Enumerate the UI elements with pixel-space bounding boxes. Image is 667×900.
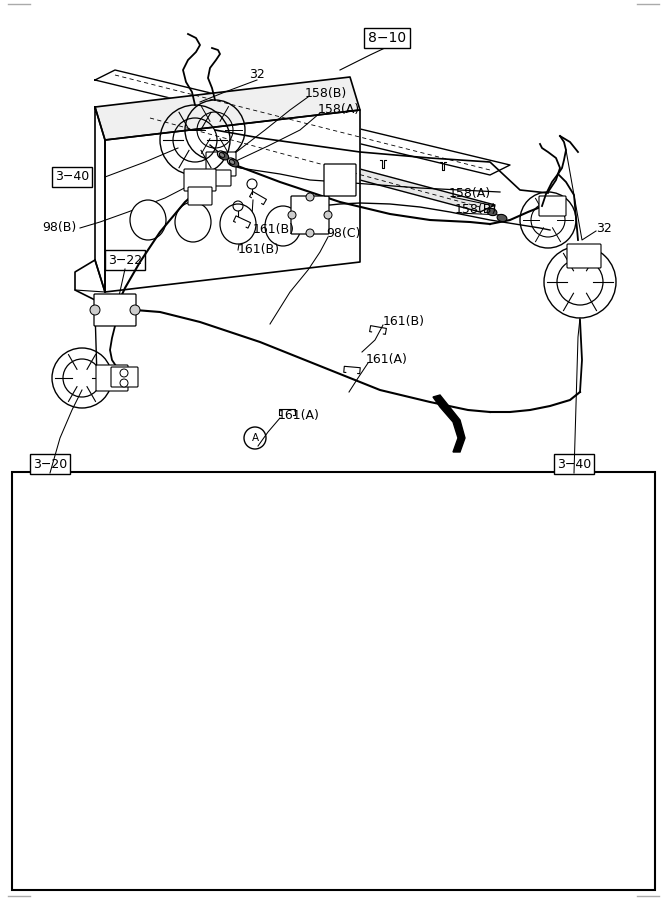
Text: 161(A): 161(A) bbox=[366, 354, 408, 366]
FancyBboxPatch shape bbox=[12, 472, 655, 890]
Circle shape bbox=[324, 211, 332, 219]
Text: 98(C): 98(C) bbox=[326, 228, 360, 240]
FancyBboxPatch shape bbox=[209, 170, 231, 186]
Text: 158(A): 158(A) bbox=[318, 104, 360, 116]
Ellipse shape bbox=[219, 152, 229, 160]
Polygon shape bbox=[105, 110, 360, 292]
FancyBboxPatch shape bbox=[111, 367, 138, 387]
Text: 32: 32 bbox=[249, 68, 265, 80]
FancyBboxPatch shape bbox=[291, 196, 329, 234]
Ellipse shape bbox=[220, 204, 256, 244]
Text: 32: 32 bbox=[596, 221, 612, 235]
FancyBboxPatch shape bbox=[184, 169, 216, 191]
FancyBboxPatch shape bbox=[188, 187, 212, 205]
Ellipse shape bbox=[219, 153, 225, 157]
FancyBboxPatch shape bbox=[94, 294, 136, 326]
Circle shape bbox=[306, 193, 314, 201]
Circle shape bbox=[306, 229, 314, 237]
Text: A: A bbox=[251, 433, 259, 443]
Ellipse shape bbox=[229, 159, 239, 166]
Text: 161(B): 161(B) bbox=[383, 316, 425, 328]
Text: 161(B): 161(B) bbox=[238, 244, 280, 256]
Ellipse shape bbox=[265, 206, 301, 246]
Text: 3−40: 3−40 bbox=[557, 457, 591, 471]
Ellipse shape bbox=[229, 159, 235, 165]
Text: 158(B): 158(B) bbox=[455, 203, 498, 217]
Text: 98(B): 98(B) bbox=[42, 221, 76, 235]
Circle shape bbox=[120, 379, 128, 387]
Ellipse shape bbox=[130, 200, 166, 240]
Text: 3−20: 3−20 bbox=[33, 457, 67, 471]
Text: 3−40: 3−40 bbox=[55, 170, 89, 184]
Ellipse shape bbox=[487, 209, 497, 216]
FancyBboxPatch shape bbox=[206, 152, 236, 176]
Text: 161(B): 161(B) bbox=[253, 223, 295, 237]
Polygon shape bbox=[95, 70, 510, 175]
Circle shape bbox=[288, 211, 296, 219]
FancyBboxPatch shape bbox=[96, 365, 128, 391]
Circle shape bbox=[120, 369, 128, 377]
Circle shape bbox=[130, 305, 140, 315]
FancyBboxPatch shape bbox=[539, 196, 566, 216]
Ellipse shape bbox=[217, 151, 227, 159]
Ellipse shape bbox=[497, 214, 507, 221]
Polygon shape bbox=[433, 395, 465, 452]
Text: 8−10: 8−10 bbox=[368, 31, 406, 45]
Text: 161(A): 161(A) bbox=[278, 409, 320, 421]
Polygon shape bbox=[135, 113, 495, 212]
Text: 158(B): 158(B) bbox=[305, 87, 348, 101]
FancyBboxPatch shape bbox=[567, 244, 601, 268]
Polygon shape bbox=[95, 77, 360, 140]
Circle shape bbox=[90, 305, 100, 315]
Ellipse shape bbox=[175, 202, 211, 242]
Ellipse shape bbox=[227, 158, 237, 166]
FancyBboxPatch shape bbox=[324, 164, 356, 196]
Text: 3−22: 3−22 bbox=[108, 254, 142, 266]
Text: 158(A): 158(A) bbox=[449, 187, 491, 201]
Polygon shape bbox=[95, 107, 105, 292]
